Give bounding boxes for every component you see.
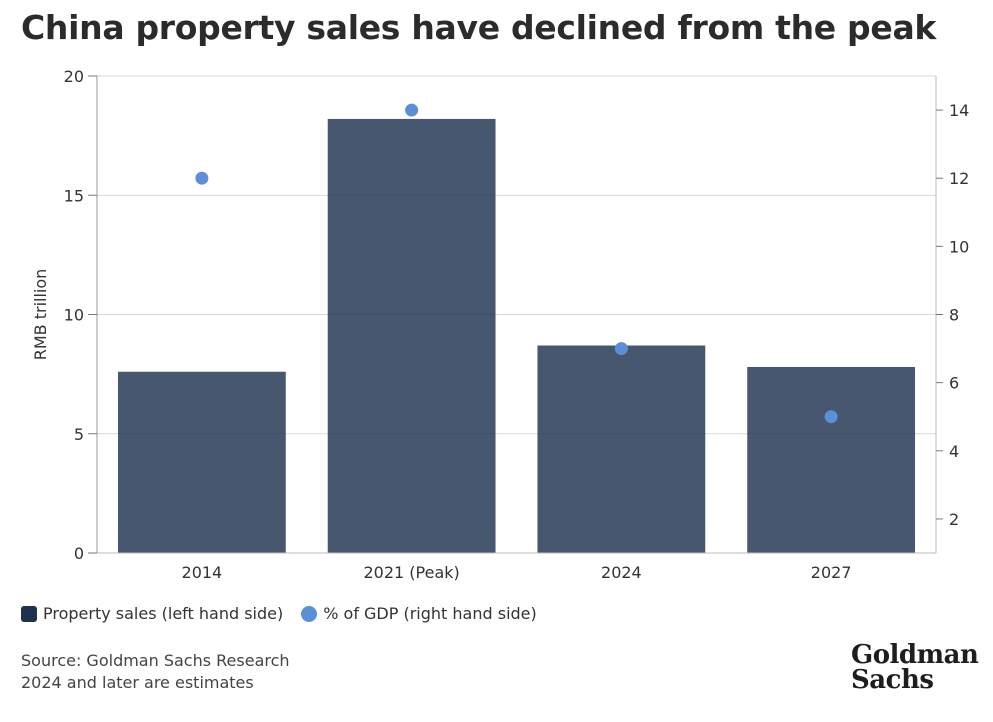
legend-label-gdp-share: % of GDP (right hand side) xyxy=(323,604,537,623)
goldman-sachs-logo: Goldman Sachs xyxy=(851,640,979,695)
bar-3 xyxy=(747,366,916,553)
bars xyxy=(117,118,916,554)
right-tick-label-5: 12 xyxy=(949,169,969,188)
legend-item-property-sales: Property sales (left hand side) xyxy=(21,604,283,623)
legend: Property sales (left hand side) % of GDP… xyxy=(21,604,555,623)
x-tick-label-1: 2021 (Peak) xyxy=(363,563,459,582)
x-tick-label-0: 2014 xyxy=(182,563,223,582)
chart-title: China property sales have declined from … xyxy=(21,8,937,47)
logo-line-1: Goldman xyxy=(851,640,979,670)
left-tick-label-2: 10 xyxy=(64,306,84,325)
right-axis-ticks: 2 4 6 8 10 12 14 xyxy=(936,101,969,529)
point-1 xyxy=(405,103,419,117)
x-axis-ticks: 2014 2021 (Peak) 2024 2027 xyxy=(182,563,852,582)
legend-item-gdp-share: % of GDP (right hand side) xyxy=(301,604,537,623)
right-tick-label-6: 14 xyxy=(949,101,969,120)
legend-swatch-gdp-share xyxy=(301,605,318,622)
left-tick-label-4: 20 xyxy=(64,67,84,86)
point-2 xyxy=(614,342,628,356)
bar-1 xyxy=(327,118,496,554)
right-tick-label-0: 2 xyxy=(949,510,959,529)
left-tick-label-1: 5 xyxy=(74,425,84,444)
y-axis-label: RMB trillion xyxy=(31,269,50,361)
logo-line-2: Sachs xyxy=(851,665,934,695)
bar-2 xyxy=(537,345,706,553)
left-axis-ticks: 0 5 10 15 20 xyxy=(64,67,97,563)
right-tick-label-4: 10 xyxy=(949,237,969,256)
point-0 xyxy=(195,171,209,185)
right-tick-label-2: 6 xyxy=(949,374,959,393)
points xyxy=(195,103,838,424)
right-tick-label-3: 8 xyxy=(949,306,959,325)
x-tick-label-3: 2027 xyxy=(811,563,852,582)
legend-label-property-sales: Property sales (left hand side) xyxy=(43,604,284,623)
estimate-note: 2024 and later are estimates xyxy=(21,673,254,692)
bar-0 xyxy=(117,371,286,553)
point-3 xyxy=(824,410,838,424)
source-note: Source: Goldman Sachs Research xyxy=(21,651,290,670)
right-tick-label-1: 4 xyxy=(949,442,959,461)
left-tick-label-0: 0 xyxy=(74,544,84,563)
legend-swatch-property-sales xyxy=(21,605,37,622)
left-tick-label-3: 15 xyxy=(64,186,84,205)
x-tick-label-2: 2024 xyxy=(601,563,642,582)
footer: Source: Goldman Sachs Research 2024 and … xyxy=(21,650,290,694)
